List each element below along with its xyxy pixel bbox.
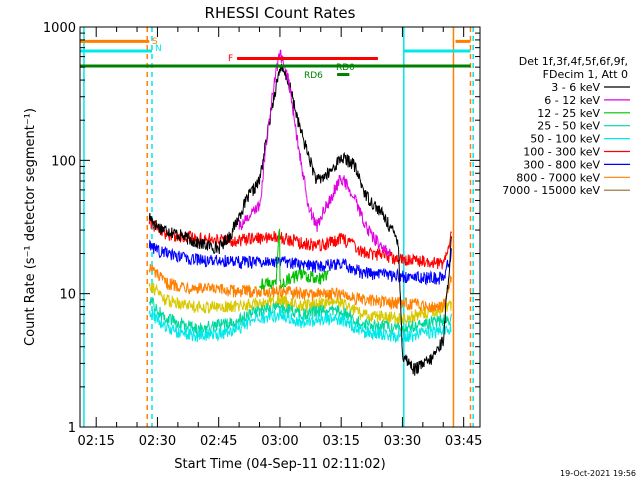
x-axis-label: Start Time (04-Sep-11 02:11:02) xyxy=(174,457,385,472)
series-line-6 xyxy=(148,239,452,286)
flag-label-0: S xyxy=(152,37,158,47)
x-tick-label-0: 02:15 xyxy=(77,434,114,449)
x-axis-ticks: 02:15 02:30 02:45 03:00 03:15 03:30 03:45 xyxy=(77,27,482,449)
legend-entry-2: 12 - 25 keV xyxy=(537,107,600,120)
legend-entry-0: 3 - 6 keV xyxy=(551,81,600,94)
y-tick-label-1: 10 xyxy=(59,288,76,303)
flag-label-2: F xyxy=(228,54,233,64)
flag-bars xyxy=(80,39,471,77)
legend-entry-8: 7000 - 15000 keV xyxy=(502,184,600,197)
legend-entry-4: 50 - 100 keV xyxy=(530,133,600,146)
legend-entry-5: 100 - 300 keV xyxy=(523,146,600,159)
y-tick-label-2: 100 xyxy=(51,154,76,169)
attenuator-vertical-lines xyxy=(83,27,474,427)
legend-entry-6: 300 - 800 keV xyxy=(523,158,600,171)
flag-label-1: N xyxy=(155,44,162,54)
x-tick-label-3: 03:00 xyxy=(261,434,298,449)
flag-label-3: RD0 xyxy=(336,63,355,73)
y-axis-label: Count Rate (s⁻¹ detector segment⁻¹) xyxy=(23,108,38,346)
series-line-4 xyxy=(148,308,452,344)
chart-title: RHESSI Count Rates xyxy=(205,4,356,22)
legend-entry-3: 25 - 50 keV xyxy=(537,120,600,133)
y-tick-label-3: 1000 xyxy=(43,21,76,36)
x-tick-label-1: 02:30 xyxy=(139,434,176,449)
series-line-0 xyxy=(148,63,452,376)
series-line-1 xyxy=(238,49,391,257)
x-tick-label-4: 03:15 xyxy=(322,434,359,449)
flag-labels: SN F RD0 RD6 xyxy=(152,37,355,81)
legend-entry-7: 800 - 7000 keV xyxy=(516,171,600,184)
series-line-5 xyxy=(148,216,452,270)
legend-header-line1: Det 1f,3f,4f,5f,6f,9f, xyxy=(519,55,628,68)
legend: Det 1f,3f,4f,5f,6f,9f, FDecim 1, Att 0 3… xyxy=(502,55,630,197)
x-tick-label-5: 03:30 xyxy=(384,434,421,449)
y-axis-ticks: 1 10 100 1000 xyxy=(43,21,480,436)
date-stamp: 19-Oct-2021 19:56 xyxy=(560,469,636,478)
x-tick-label-2: 02:45 xyxy=(200,434,237,449)
series-line-2 xyxy=(259,228,329,290)
x-tick-label-6: 03:45 xyxy=(445,434,482,449)
legend-entry-1: 6 - 12 keV xyxy=(544,94,600,107)
count-rate-series xyxy=(148,49,452,376)
flag-label-4: RD6 xyxy=(304,71,323,81)
y-tick-label-0: 1 xyxy=(68,421,76,436)
legend-header-line2: FDecim 1, Att 0 xyxy=(543,68,628,81)
